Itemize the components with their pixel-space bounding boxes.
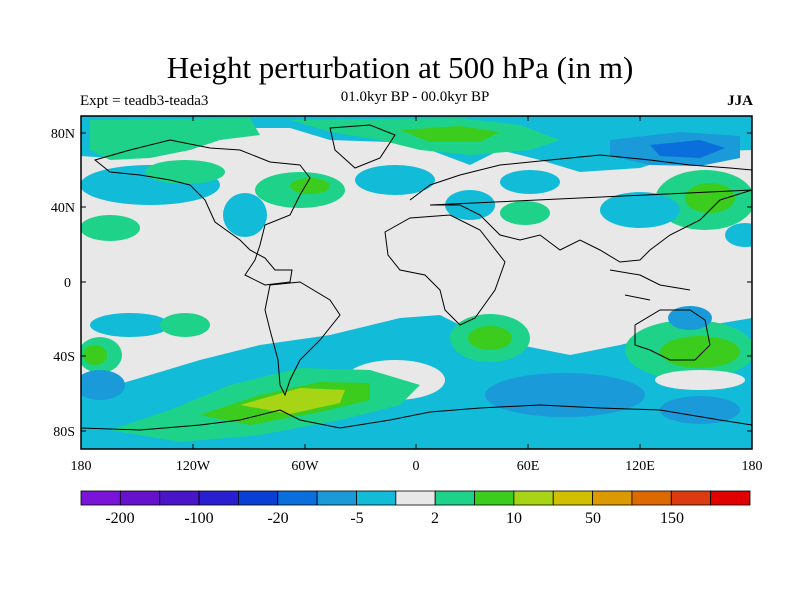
axis-ticks (81, 116, 752, 449)
lat-label: 80N (51, 127, 75, 142)
colorbar-swatch (238, 490, 279, 506)
coast-north-america (93, 139, 311, 286)
lon-label: 60E (517, 459, 540, 474)
map-title: Height perturbation at 500 hPa (in m) (166, 50, 634, 85)
lon-label: 120W (176, 459, 211, 474)
lat-label: 40N (51, 201, 75, 216)
colorbar-swatch (592, 490, 633, 506)
contour-positive (240, 388, 345, 414)
lon-label: 120E (625, 459, 655, 474)
contour-positive (160, 313, 210, 337)
contour-positive (145, 160, 225, 184)
contour-positive (81, 215, 140, 241)
colorbar-swatch (631, 490, 672, 506)
colorbar-swatch (710, 490, 751, 506)
contour-negative (90, 313, 170, 337)
lat-label: 0 (64, 276, 71, 291)
lat-label: 80S (53, 425, 75, 440)
colorbar-label: 150 (660, 510, 684, 527)
coast-indonesia (609, 269, 691, 301)
colorbar-label: -5 (350, 510, 363, 527)
map-subtitle: 01.0kyr BP - 00.0kyr BP (340, 89, 490, 105)
colorbar-label: 2 (431, 510, 439, 527)
season-label: JJA (727, 93, 753, 109)
contour-negative (600, 192, 680, 228)
colorbar-swatch (316, 490, 357, 506)
colorbar-label: -100 (184, 510, 213, 527)
lon-label: 60W (291, 459, 319, 474)
coast-south-america (264, 281, 341, 397)
lat-label: 40S (53, 350, 75, 365)
coast-greenland (329, 124, 396, 169)
colorbar-swatch (513, 490, 554, 506)
contour-negative (223, 193, 267, 237)
colorbar-swatch (434, 490, 475, 506)
colorbar-swatch (277, 490, 318, 506)
contour-negative (668, 306, 712, 330)
coast-antarctica (81, 404, 752, 431)
coast-europe-asia (409, 154, 752, 263)
contour-negative (355, 165, 435, 195)
colorbar-labels: -200 -100 -20 -5 2 10 50 150 (105, 510, 684, 527)
colorbar (80, 490, 751, 506)
experiment-label: Expt = teadb3-teada3 (80, 93, 209, 109)
contour-negative (445, 190, 495, 220)
contour-positive (290, 178, 330, 194)
colorbar-swatch (474, 490, 515, 506)
colorbar-label: 10 (506, 510, 522, 527)
contour-positive (83, 345, 107, 365)
contour-negative (725, 223, 752, 247)
contour-negative (500, 170, 560, 194)
colorbar-swatch (552, 490, 593, 506)
colorbar-label: 50 (585, 510, 601, 527)
contour-positive (468, 326, 512, 350)
contour-positive (660, 336, 740, 368)
contour-fields (81, 116, 752, 449)
coast-africa (384, 214, 506, 326)
lon-label: 180 (71, 459, 92, 474)
contour-negative (81, 370, 125, 400)
colorbar-label: -20 (267, 510, 288, 527)
contour-background (655, 370, 745, 390)
contour-positive (500, 201, 550, 225)
colorbar-swatch (395, 490, 436, 506)
colorbar-swatch (198, 490, 239, 506)
colorbar-swatch (356, 490, 397, 506)
coastlines (81, 124, 752, 431)
contour-negative (650, 140, 725, 158)
colorbar-swatch (80, 490, 121, 506)
lon-label: 0 (413, 459, 420, 474)
colorbar-swatch (119, 490, 161, 506)
colorbar-swatch (159, 490, 200, 506)
coast-australia (634, 309, 711, 361)
contour-positive (685, 183, 735, 213)
contour-positive (400, 126, 500, 142)
lon-label: 180 (742, 459, 763, 474)
contour-negative (485, 373, 645, 417)
contour-negative (660, 396, 740, 424)
colorbar-label: -200 (105, 510, 134, 527)
colorbar-swatch (670, 490, 712, 506)
